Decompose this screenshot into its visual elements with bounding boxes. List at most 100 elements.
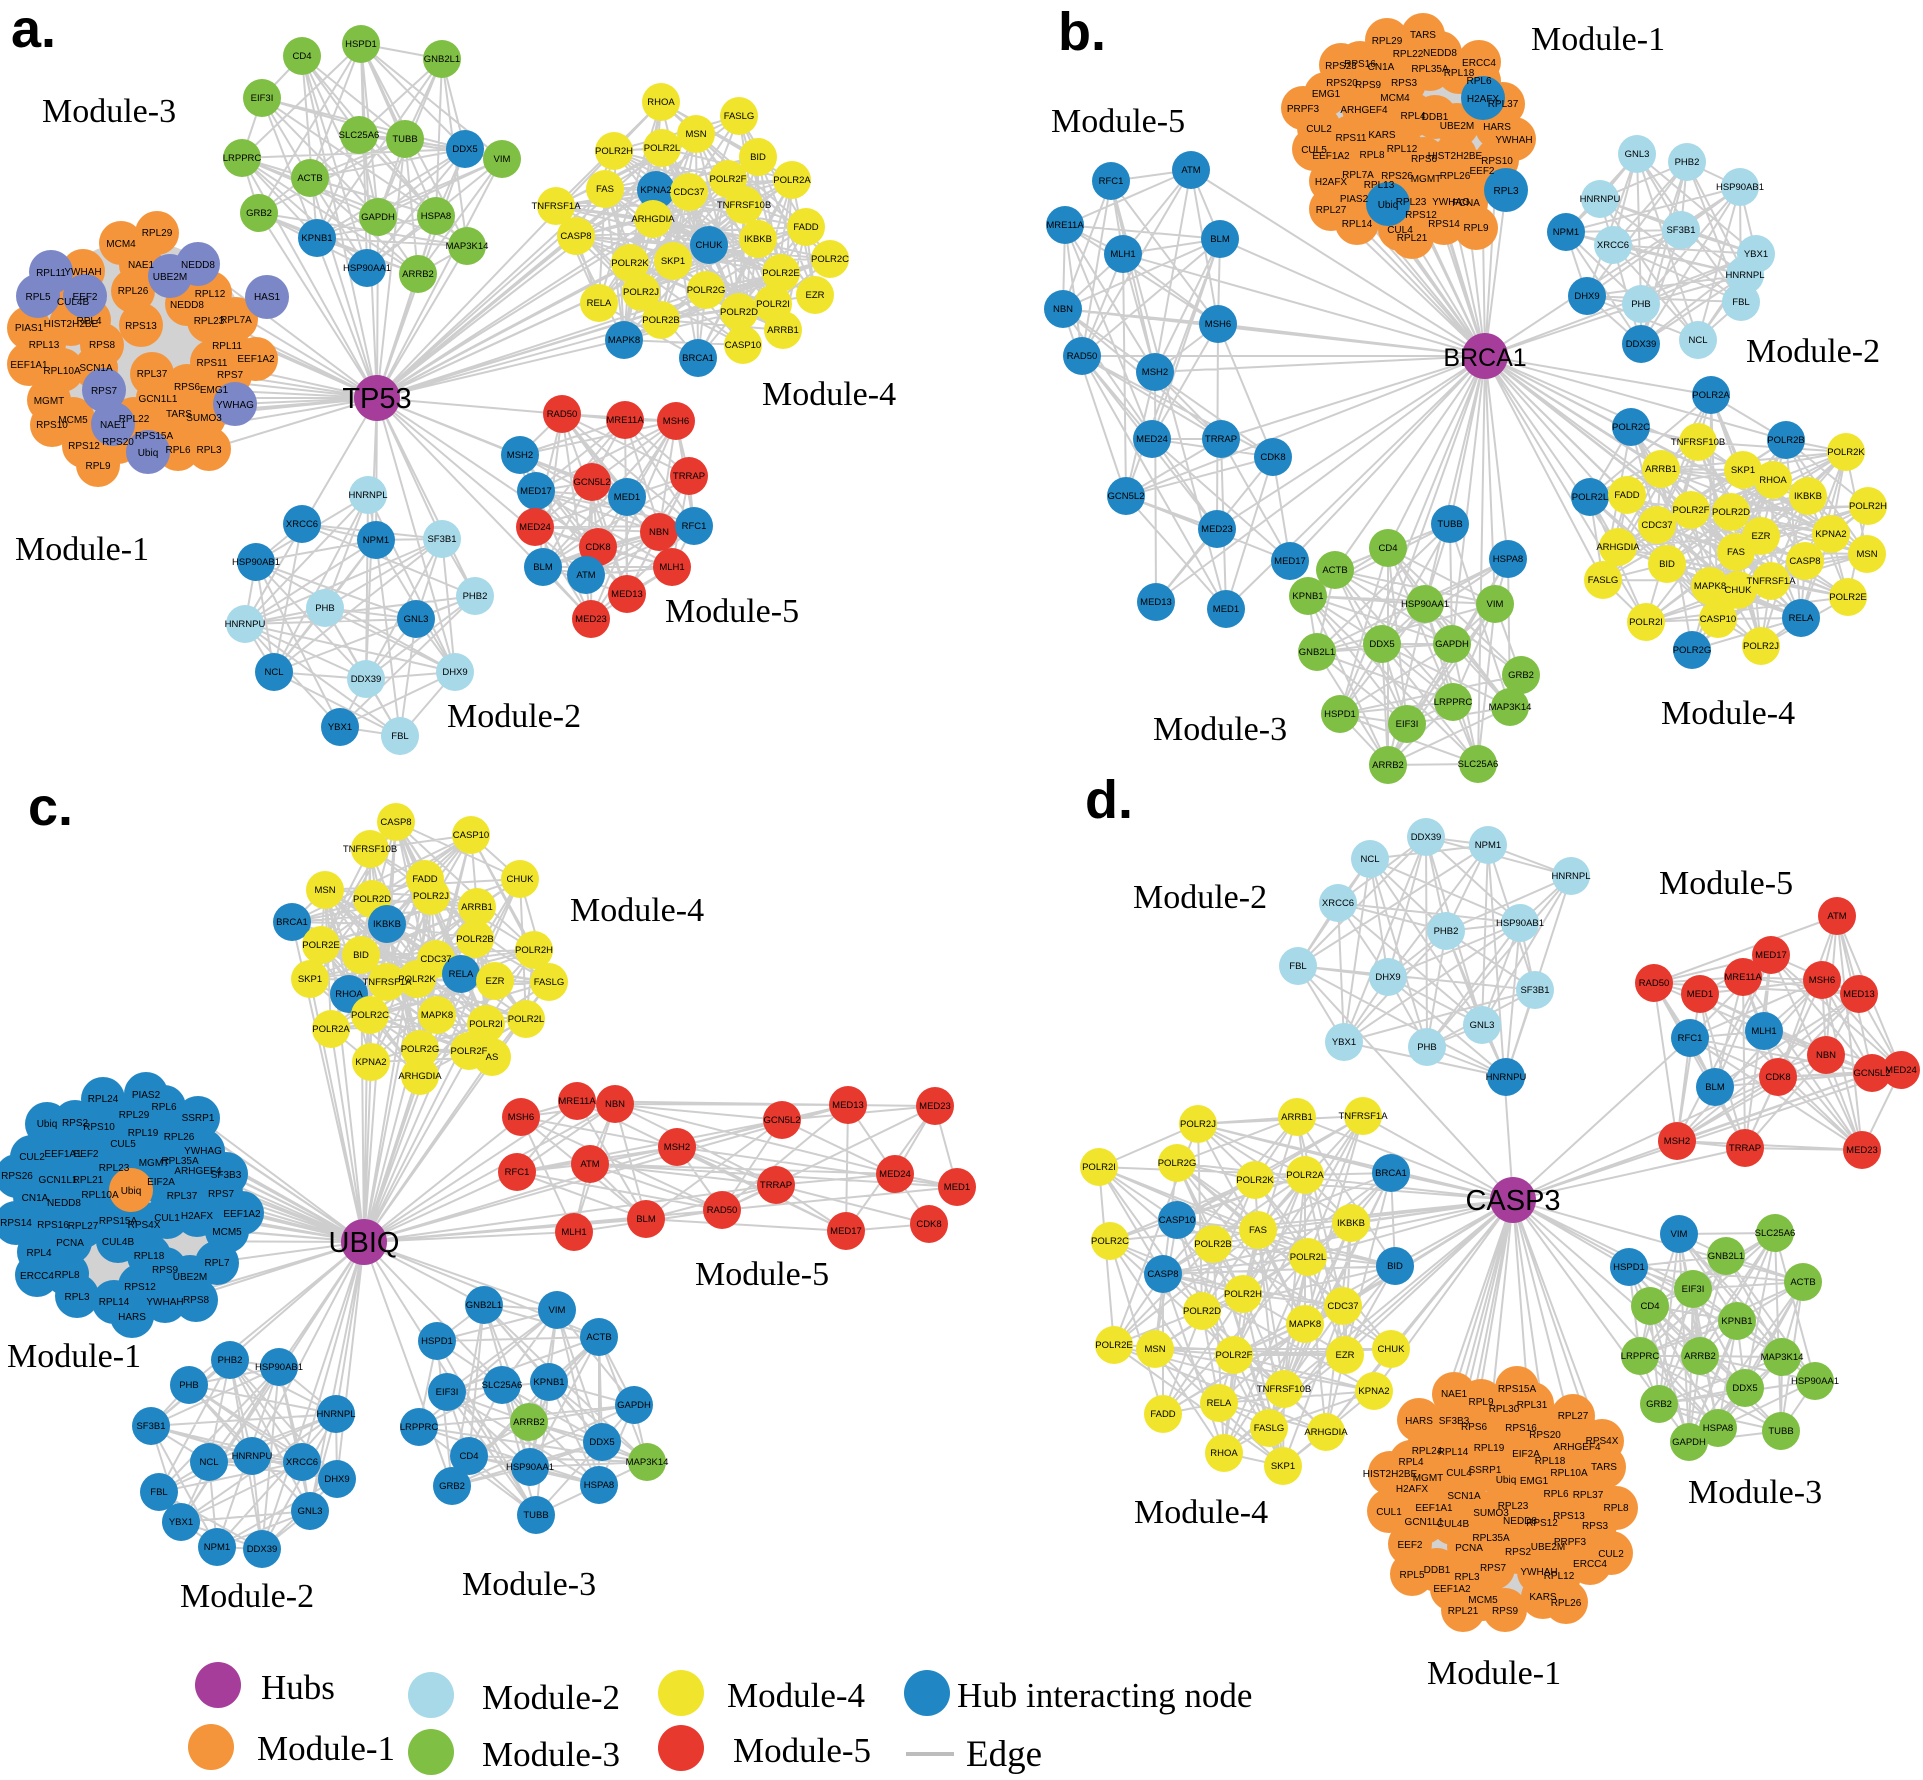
svg-text:POLR2A: POLR2A bbox=[1692, 390, 1730, 401]
svg-text:SKP1: SKP1 bbox=[1271, 1461, 1295, 1472]
svg-text:YWHAH: YWHAH bbox=[146, 1297, 183, 1308]
svg-text:TNFRSF1A: TNFRSF1A bbox=[1338, 1111, 1388, 1122]
svg-text:HSPA8: HSPA8 bbox=[1493, 554, 1523, 565]
svg-text:CDC37: CDC37 bbox=[1327, 1301, 1358, 1312]
svg-text:YBX1: YBX1 bbox=[1332, 1037, 1356, 1048]
svg-text:DDX5: DDX5 bbox=[1732, 1383, 1757, 1394]
svg-text:POLR2F: POLR2F bbox=[1216, 1350, 1253, 1361]
svg-text:GNL3: GNL3 bbox=[1470, 1020, 1495, 1031]
svg-text:BRCA1: BRCA1 bbox=[1443, 344, 1526, 372]
svg-text:ARRB2: ARRB2 bbox=[1684, 1351, 1716, 1362]
svg-text:RPL21: RPL21 bbox=[73, 1175, 104, 1186]
svg-text:GNB2L1: GNB2L1 bbox=[1708, 1251, 1744, 1262]
svg-text:FAS: FAS bbox=[1249, 1225, 1267, 1236]
svg-text:RPL22: RPL22 bbox=[1393, 49, 1424, 60]
svg-text:MAPK8: MAPK8 bbox=[608, 335, 640, 346]
svg-text:ERCC4: ERCC4 bbox=[1462, 58, 1496, 69]
svg-text:PHB2: PHB2 bbox=[1434, 926, 1459, 937]
svg-text:MSN: MSN bbox=[685, 129, 706, 140]
svg-text:TNFRSF10B: TNFRSF10B bbox=[343, 844, 397, 855]
svg-text:EEF2: EEF2 bbox=[1397, 1540, 1422, 1551]
svg-text:RPL29: RPL29 bbox=[142, 228, 173, 239]
svg-text:RPL24: RPL24 bbox=[88, 1094, 119, 1105]
svg-text:MED24: MED24 bbox=[519, 522, 551, 533]
svg-text:RPL8: RPL8 bbox=[54, 1270, 79, 1281]
svg-text:MRE11A: MRE11A bbox=[1046, 220, 1084, 231]
svg-text:YWHAG: YWHAG bbox=[216, 400, 254, 411]
svg-text:KARS: KARS bbox=[1368, 130, 1396, 141]
svg-text:RPS3: RPS3 bbox=[1582, 1521, 1609, 1532]
svg-text:NAE1: NAE1 bbox=[100, 420, 127, 431]
svg-text:SLC25A6: SLC25A6 bbox=[339, 130, 380, 141]
svg-text:POLR2L: POLR2L bbox=[644, 143, 680, 154]
svg-text:Module-3: Module-3 bbox=[482, 1735, 620, 1774]
svg-text:ATM: ATM bbox=[1827, 911, 1846, 922]
svg-text:POLR2H: POLR2H bbox=[1224, 1289, 1262, 1300]
svg-text:MSH2: MSH2 bbox=[1664, 1136, 1690, 1147]
svg-text:UBE2M: UBE2M bbox=[1440, 121, 1474, 132]
svg-text:MED13: MED13 bbox=[1140, 597, 1172, 608]
svg-text:GNB2L1: GNB2L1 bbox=[1299, 647, 1335, 658]
svg-text:MED17: MED17 bbox=[1274, 556, 1306, 567]
svg-text:FASLG: FASLG bbox=[1588, 575, 1619, 586]
svg-text:Module-2: Module-2 bbox=[1746, 333, 1880, 370]
svg-text:RPL23: RPL23 bbox=[194, 316, 225, 327]
svg-text:CUL5: CUL5 bbox=[110, 1139, 136, 1150]
svg-text:HSP90AA1: HSP90AA1 bbox=[1791, 1376, 1839, 1387]
svg-text:CASP8: CASP8 bbox=[380, 817, 411, 828]
svg-text:RPL37: RPL37 bbox=[1488, 99, 1519, 110]
svg-text:MAPK8: MAPK8 bbox=[1694, 581, 1726, 592]
svg-text:RPS14: RPS14 bbox=[0, 1218, 32, 1229]
svg-text:MED23: MED23 bbox=[575, 614, 607, 625]
svg-text:FADD: FADD bbox=[412, 874, 437, 885]
svg-text:EEF1A2: EEF1A2 bbox=[1312, 151, 1350, 162]
svg-text:TUBB: TUBB bbox=[1437, 519, 1462, 530]
svg-text:RPL13: RPL13 bbox=[29, 340, 60, 351]
svg-text:MCM4: MCM4 bbox=[106, 239, 136, 250]
svg-text:RPS20: RPS20 bbox=[102, 437, 134, 448]
svg-text:HSPA8: HSPA8 bbox=[1703, 1423, 1733, 1434]
svg-text:FAS: FAS bbox=[596, 184, 614, 195]
svg-text:GAPDH: GAPDH bbox=[617, 1400, 651, 1411]
svg-text:POLR2E: POLR2E bbox=[762, 268, 800, 279]
svg-text:PHB2: PHB2 bbox=[463, 591, 488, 602]
svg-text:RPL8: RPL8 bbox=[1603, 1503, 1628, 1514]
svg-text:RPL12: RPL12 bbox=[195, 289, 226, 300]
svg-text:H2AFX: H2AFX bbox=[1467, 94, 1500, 105]
svg-text:PIAS2: PIAS2 bbox=[132, 1090, 161, 1101]
svg-text:RPL12: RPL12 bbox=[1544, 1571, 1575, 1582]
svg-text:ACTB: ACTB bbox=[586, 1332, 611, 1343]
svg-text:Module-4: Module-4 bbox=[762, 376, 896, 413]
svg-text:MAP3K14: MAP3K14 bbox=[1489, 702, 1532, 713]
svg-text:Module-4: Module-4 bbox=[727, 1676, 865, 1715]
svg-text:MED24: MED24 bbox=[879, 1169, 911, 1180]
svg-text:HNRNPU: HNRNPU bbox=[1486, 1072, 1527, 1083]
svg-text:DHX9: DHX9 bbox=[324, 1474, 349, 1485]
svg-text:POLR2K: POLR2K bbox=[611, 258, 649, 269]
svg-text:EEF1A2: EEF1A2 bbox=[223, 1209, 261, 1220]
svg-text:DHX9: DHX9 bbox=[1574, 291, 1599, 302]
svg-text:EIF3I: EIF3I bbox=[1682, 1284, 1705, 1295]
svg-text:RPS6: RPS6 bbox=[174, 382, 201, 393]
svg-text:MED13: MED13 bbox=[832, 1100, 864, 1111]
svg-text:POLR2I: POLR2I bbox=[1629, 617, 1663, 628]
svg-text:YWHAG: YWHAG bbox=[184, 1146, 222, 1157]
svg-text:HNRNPU: HNRNPU bbox=[232, 1451, 273, 1462]
svg-text:MED1: MED1 bbox=[614, 492, 640, 503]
svg-text:VIM: VIM bbox=[549, 1305, 566, 1316]
svg-text:RPS20: RPS20 bbox=[1326, 78, 1358, 89]
svg-text:HSP90AA1: HSP90AA1 bbox=[343, 263, 391, 274]
svg-text:UBE2M: UBE2M bbox=[1531, 1542, 1565, 1553]
svg-text:RPS4X: RPS4X bbox=[128, 1220, 161, 1231]
svg-text:PHB2: PHB2 bbox=[218, 1355, 243, 1366]
svg-text:MAPK8: MAPK8 bbox=[1289, 1319, 1321, 1330]
svg-text:MED23: MED23 bbox=[919, 1101, 951, 1112]
svg-text:VIM: VIM bbox=[494, 154, 511, 165]
svg-text:TARS: TARS bbox=[166, 409, 192, 420]
svg-text:NBN: NBN bbox=[1053, 304, 1073, 315]
svg-text:MED24: MED24 bbox=[1136, 434, 1168, 445]
svg-text:Module-5: Module-5 bbox=[695, 1256, 829, 1293]
svg-text:RPL35A: RPL35A bbox=[161, 1156, 199, 1167]
svg-text:EIF3I: EIF3I bbox=[1396, 719, 1419, 730]
svg-text:Module-1: Module-1 bbox=[1427, 1655, 1561, 1692]
